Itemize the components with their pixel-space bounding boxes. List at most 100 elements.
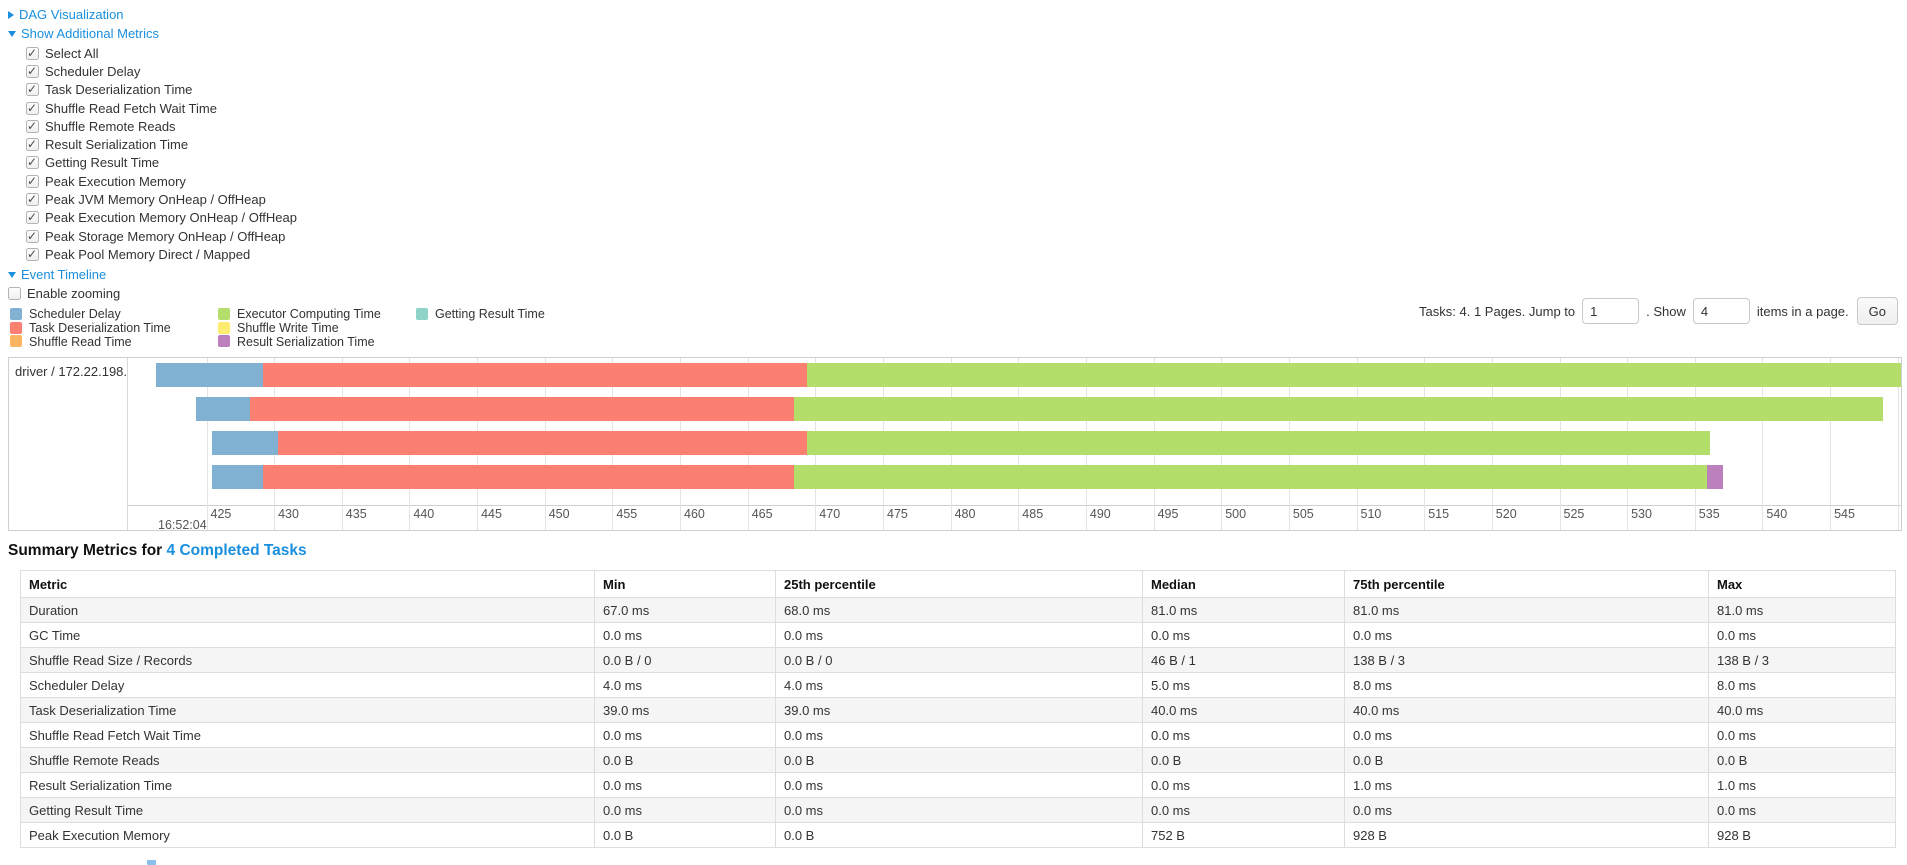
max-cell: 0.0 B [1708,747,1896,773]
axis-tick-label: 545 [1834,507,1855,521]
enable-zooming-row[interactable]: Enable zooming [8,285,297,303]
task-segment-scheduler-delay[interactable] [156,363,264,387]
page-size-input[interactable] [1692,298,1750,324]
max-cell: 40.0 ms [1708,697,1896,723]
metric-name-cell: Peak Execution Memory [20,822,595,848]
table-row: Shuffle Read Size / Records 0.0 B / 0 0.… [20,647,1896,673]
task-segment-executor-computing-time[interactable] [807,363,1901,387]
metric-checkbox-label: Scheduler Delay [45,63,141,79]
table-header-cell: Min [594,570,776,598]
min-cell: 0.0 ms [594,622,776,648]
median-cell: 752 B [1142,822,1345,848]
table-header-cell: 75th percentile [1344,570,1709,598]
metric-checkbox-label: Peak Execution Memory [45,173,186,189]
event-timeline-toggle[interactable]: Event Timeline [8,266,297,284]
task-segment-result-serialization-time[interactable] [1707,465,1724,489]
dag-visualization-toggle[interactable]: DAG Visualization [8,6,297,24]
axis-tick-label: 505 [1292,507,1314,521]
table-row: GC Time 0.0 ms 0.0 ms 0.0 ms 0.0 ms 0.0 … [20,622,1896,648]
gridline [1762,358,1764,530]
cutoff-content-fragment [147,860,156,865]
task-bar [128,431,1901,455]
axis-tick-label: 520 [1495,507,1517,521]
task-segment-scheduler-delay[interactable] [195,397,250,421]
metric-checkbox-row[interactable]: Shuffle Read Fetch Wait Time [26,99,297,117]
task-segment-executor-computing-time[interactable] [793,397,1883,421]
metric-checkbox[interactable] [26,46,39,60]
axis-tick-label: 510 [1360,507,1382,521]
metric-checkbox[interactable] [26,82,39,97]
task-segment-executor-computing-time[interactable] [807,431,1710,455]
min-cell: 0.0 B [594,747,776,773]
p25-cell: 39.0 ms [775,697,1143,723]
max-cell: 1.0 ms [1708,772,1896,798]
metric-checkbox-row[interactable]: Scheduler Delay [26,62,297,80]
min-cell: 0.0 B [594,822,776,848]
max-cell: 81.0 ms [1708,597,1896,623]
min-cell: 67.0 ms [594,597,776,623]
task-segment-scheduler-delay[interactable] [211,431,279,455]
metric-name-cell: Shuffle Read Fetch Wait Time [20,722,595,748]
show-additional-metrics-toggle[interactable]: Show Additional Metrics [8,25,297,43]
task-segment-task-deserialization-time[interactable] [249,397,794,421]
axis-tick-label: 495 [1157,507,1179,521]
p25-cell: 4.0 ms [775,672,1143,698]
legend-swatch-icon [10,321,22,334]
task-segment-task-deserialization-time[interactable] [263,465,794,489]
metric-checkbox[interactable] [26,192,39,207]
metric-checkbox-label: Task Deserialization Time [45,82,193,98]
metric-checkbox-row[interactable]: Getting Result Time [26,154,297,172]
metric-checkbox-row[interactable]: Shuffle Remote Reads [26,117,297,135]
table-row: Scheduler Delay 4.0 ms 4.0 ms 5.0 ms 8.0… [20,672,1896,698]
caret-right-icon [8,11,14,19]
median-cell: 0.0 ms [1142,622,1345,648]
legend-column: Scheduler Delay Task Deserialization Tim… [10,307,204,349]
task-segment-task-deserialization-time[interactable] [278,431,808,455]
metric-checkbox-row[interactable]: Peak Execution Memory OnHeap / OffHeap [26,209,297,227]
timeline-plot-area[interactable]: 16:52:04 425 430 435 440 445 450 455 460 465 470 4… [128,358,1901,530]
metric-checkbox-row[interactable]: Peak Storage Memory OnHeap / OffHeap [26,227,297,245]
p25-cell: 0.0 ms [775,722,1143,748]
gridline [1830,358,1832,530]
metric-checkbox-label: Peak Execution Memory OnHeap / OffHeap [45,210,297,226]
task-bar [128,397,1901,421]
show-additional-metrics-link[interactable]: Show Additional Metrics [21,26,160,41]
metric-checkbox[interactable] [26,137,39,152]
legend-swatch-icon [218,321,230,334]
task-segment-task-deserialization-time[interactable] [263,363,808,387]
p75-cell: 40.0 ms [1344,697,1709,723]
task-segment-executor-computing-time[interactable] [793,465,1707,489]
p25-cell: 0.0 B [775,822,1143,848]
p25-cell: 0.0 ms [775,622,1143,648]
metric-checkbox-row[interactable]: Peak Pool Memory Direct / Mapped [26,245,297,263]
metric-name-cell: Getting Result Time [20,797,595,823]
metric-checkbox-row[interactable]: Select All [26,44,297,62]
metric-checkbox[interactable] [26,229,39,243]
metric-checkbox[interactable] [26,101,39,115]
dag-visualization-link[interactable]: DAG Visualization [19,7,124,22]
max-cell: 8.0 ms [1708,672,1896,698]
enable-zooming-checkbox[interactable] [8,287,21,301]
median-cell: 0.0 B [1142,747,1345,773]
go-button[interactable]: Go [1856,297,1898,325]
legend-item: Shuffle Read Time [10,335,204,349]
metric-checkbox[interactable] [26,119,39,133]
caret-down-icon [8,271,16,278]
metric-checkbox-row[interactable]: Peak JVM Memory OnHeap / OffHeap [26,190,297,208]
metric-checkbox-row[interactable]: Task Deserialization Time [26,81,297,99]
jump-to-page-input[interactable] [1582,298,1640,324]
completed-tasks-link[interactable]: 4 Completed Tasks [166,542,307,559]
task-segment-scheduler-delay[interactable] [211,465,264,489]
metric-checkbox[interactable] [26,64,39,78]
legend-item: Task Deserialization Time [10,321,204,335]
metric-checkbox[interactable] [26,210,39,225]
metric-checkbox[interactable] [26,174,39,188]
metric-checkbox-row[interactable]: Result Serialization Time [26,135,297,153]
event-timeline-link[interactable]: Event Timeline [21,266,107,282]
metric-checkbox[interactable] [26,247,39,261]
axis-tick-label: 475 [887,507,908,521]
pagination-items-text: items in a page. [1756,303,1849,319]
summary-title-text: Summary Metrics for [8,542,163,559]
metric-checkbox-row[interactable]: Peak Execution Memory [26,172,297,190]
metric-checkbox[interactable] [26,155,39,170]
